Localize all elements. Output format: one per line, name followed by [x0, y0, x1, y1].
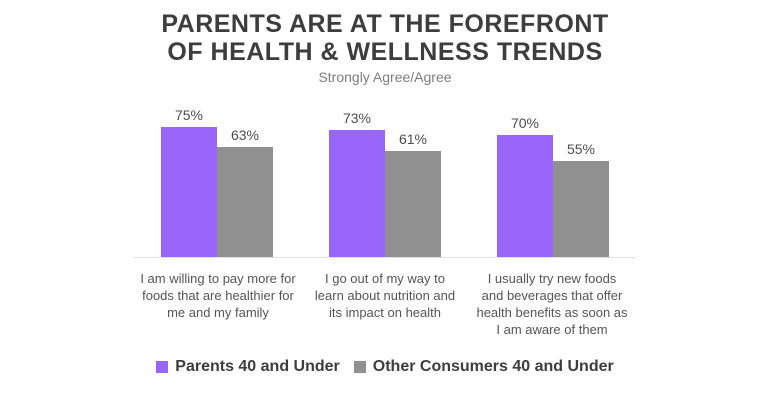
- bar-group-pay-more: 75% 63%: [161, 106, 273, 257]
- category-axis: I am willing to pay more for foods that …: [130, 258, 640, 338]
- bar-value-label: 70%: [510, 115, 540, 132]
- legend-item-other-consumers: Other Consumers 40 and Under: [353, 358, 614, 376]
- legend-item-parents: Parents 40 and Under: [156, 358, 340, 376]
- bar-column: 70%: [497, 115, 553, 257]
- bar-value-label: 61%: [398, 130, 428, 147]
- bar-other-consumers: [217, 147, 273, 257]
- bar-value-label: 73%: [342, 110, 372, 126]
- legend-swatch-parents: [156, 361, 169, 373]
- legend-swatch-other-consumers: [353, 361, 366, 373]
- chart-title-line1: PARENTS ARE AT THE FOREFRONT: [161, 10, 609, 38]
- category-label-learn-nutrition: I go out of my way to learn about nutrit…: [314, 271, 456, 320]
- legend-label-other-consumers: Other Consumers 40 and Under: [372, 358, 614, 375]
- chart-title-line2: OF HEALTH & WELLNESS TRENDS: [167, 38, 603, 66]
- legend: Parents 40 and Under Other Consumers 40 …: [0, 358, 770, 376]
- bar-column: 73%: [329, 110, 385, 257]
- bar-group-learn-nutrition: 73% 61%: [329, 110, 441, 257]
- legend-label-parents: Parents 40 and Under: [175, 358, 340, 375]
- bar-column: 55%: [553, 141, 609, 257]
- plot-area: 75% 63% 73% 61% 70% 55%: [134, 95, 636, 258]
- bar-parents: [497, 135, 553, 257]
- bar-column: 63%: [217, 127, 273, 257]
- category-label-try-new-foods: I usually try new foods and beverages th…: [476, 271, 628, 337]
- category-label-pay-more: I am willing to pay more for foods that …: [140, 271, 296, 320]
- bar-parents: [161, 126, 217, 257]
- chart-subtitle: Strongly Agree/Agree: [318, 69, 452, 85]
- bar-value-label: 55%: [566, 141, 596, 158]
- bar-value-label: 63%: [230, 127, 260, 144]
- bar-other-consumers: [553, 161, 609, 257]
- bar-value-label: 75%: [174, 106, 204, 123]
- bar-column: 61%: [385, 131, 441, 257]
- bar-parents: [329, 130, 385, 257]
- bar-column: 75%: [161, 106, 217, 257]
- bar-other-consumers: [385, 150, 441, 257]
- bar-group-try-new-foods: 70% 55%: [497, 115, 609, 257]
- chart-title: PARENTS ARE AT THE FOREFRONT OF HEALTH &…: [0, 10, 770, 66]
